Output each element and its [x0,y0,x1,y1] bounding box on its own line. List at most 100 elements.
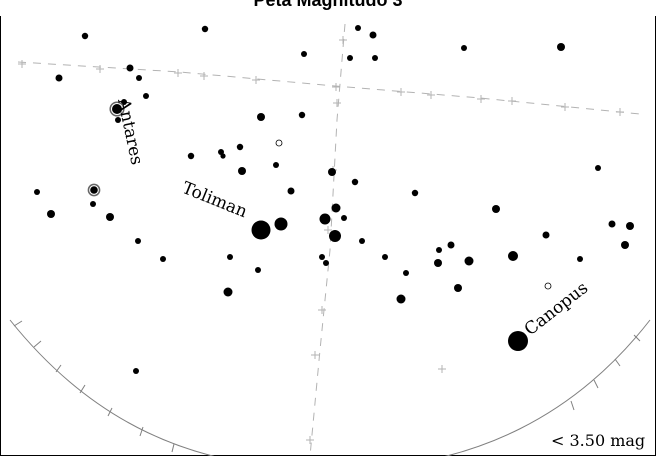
star [187,152,195,160]
grid-cross [616,108,624,116]
star [126,64,134,72]
grid-cross [397,88,405,96]
star [434,259,442,267]
star [238,167,246,175]
star [90,186,98,194]
star [351,178,359,186]
horizon-tick [614,358,621,367]
stars [34,25,634,374]
horizon-tick [33,340,42,348]
horizon-tick [79,384,86,394]
star [275,139,283,147]
star-ring [109,101,125,117]
star [136,75,142,81]
star [81,32,89,40]
star [329,230,341,242]
star [160,256,166,262]
grid-cross [339,36,347,44]
star [323,260,329,266]
star [201,25,209,33]
star [411,189,419,197]
grid-cross [561,103,569,111]
star [273,162,279,168]
star [382,254,388,260]
star [34,189,40,195]
star [542,231,550,239]
star [227,254,233,260]
star [298,111,306,119]
star-ring [87,183,101,197]
grid-cross [332,83,340,91]
star [236,143,244,151]
star [328,168,336,176]
star [341,215,347,221]
star [369,31,377,39]
horizon-tick [570,400,575,411]
star [55,74,63,82]
star [106,213,114,221]
grid-cross [477,95,485,103]
horizon-tick [139,426,144,437]
horizon-arc [9,319,651,456]
star [544,282,552,290]
horizon-tick [593,379,599,389]
horizon-tick [55,364,62,373]
star [287,187,295,195]
grid-cross [427,91,435,99]
star [621,241,629,249]
grid-cross [333,99,341,107]
star [115,117,121,123]
grid-crosses [18,36,624,444]
grid-cross [96,65,104,73]
star-label-canopus: Canopus [521,278,592,340]
star-label-antares: Antares [113,96,147,167]
grid-cross [174,69,182,77]
star [255,267,261,273]
star [133,368,139,374]
grid-cross [324,226,332,234]
map-title: Peta Magnitudo 3 [253,0,403,10]
star [301,51,307,57]
star [319,213,331,225]
star-label-toliman: Toliman [179,178,250,222]
star [90,201,96,207]
star [403,270,409,276]
star [257,113,265,121]
star [112,104,122,114]
grid-cross [311,351,319,359]
star [359,238,365,244]
horizon-tick [13,320,23,327]
star [355,25,361,31]
horizon-tick [171,443,175,453]
coordinate-grid [17,23,641,456]
star [464,256,474,266]
grid-cross [306,436,314,444]
star [447,241,455,249]
star [372,55,378,61]
star [121,99,127,105]
star [595,165,601,171]
horizon-tick [107,407,113,417]
star [577,256,583,262]
grid-cross [438,365,446,373]
star [143,93,149,99]
grid-cross [508,97,516,105]
grid-cross [18,60,26,68]
star [557,43,565,51]
star [319,254,325,260]
star [436,247,442,253]
horizon-ticks [13,320,641,453]
star [626,222,634,230]
star [223,287,233,297]
star [454,284,462,292]
grid-cross [200,72,208,80]
star [347,55,353,61]
star [274,217,288,231]
star [608,220,616,228]
magnitude-limit-label: < 3.50 mag [551,431,645,450]
star [396,294,406,304]
star [461,45,467,51]
star [251,220,271,240]
grid-cross [318,306,326,314]
